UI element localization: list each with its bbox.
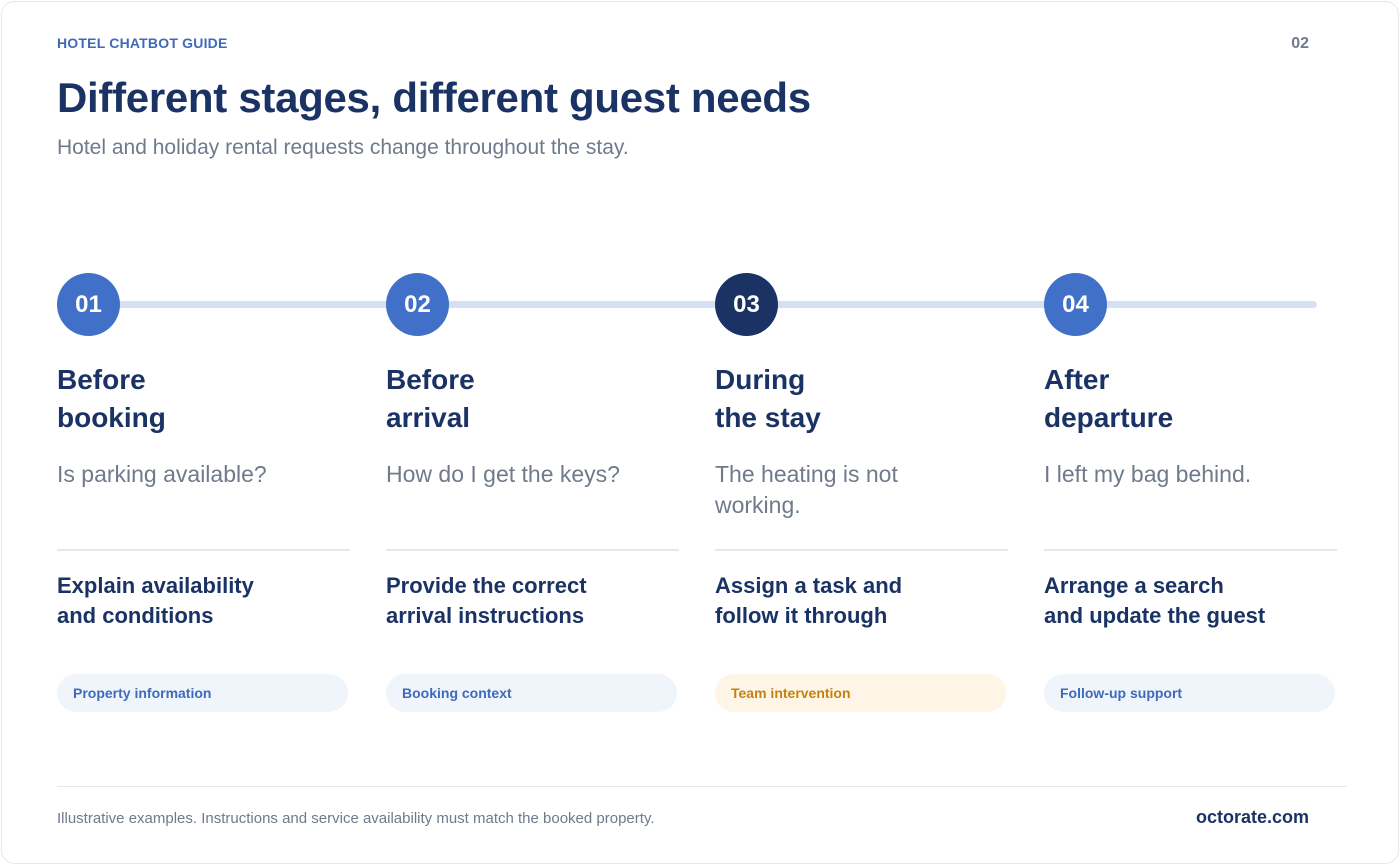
eyebrow-label: HOTEL CHATBOT GUIDE xyxy=(57,35,228,51)
page-title: Different stages, different guest needs xyxy=(57,74,811,121)
stage-after-departure: 04 After departure I left my bag behind.… xyxy=(1044,273,1344,712)
stage-tag: Booking context xyxy=(386,674,677,712)
stage-divider xyxy=(715,549,1008,551)
brand-link[interactable]: octorate.com xyxy=(1195,807,1309,827)
stage-tag: Follow-up support xyxy=(1044,674,1335,712)
footnote: Illustrative examples. Instructions and … xyxy=(57,810,655,827)
stage-before-arrival: 02 Before arrival How do I get the keys?… xyxy=(386,273,686,712)
stage-title: After departure xyxy=(1044,364,1174,433)
stage-divider xyxy=(386,549,679,551)
bot-action: Assign a task and follow it through xyxy=(715,573,903,628)
timeline-track xyxy=(102,301,1317,308)
bot-action: Provide the correct arrival instructions xyxy=(386,573,587,628)
stage-title: Before arrival xyxy=(386,364,475,433)
guest-question: How do I get the keys? xyxy=(386,461,620,487)
stage-tag: Team intervention xyxy=(715,674,1006,712)
guest-question: The heating is not working. xyxy=(715,461,898,518)
stage-divider xyxy=(1044,549,1337,551)
bot-action: Arrange a search and update the guest xyxy=(1044,573,1266,628)
stage-title: During the stay xyxy=(715,364,821,433)
guest-question: Is parking available? xyxy=(57,461,267,487)
stage-divider xyxy=(57,549,350,551)
stage-number-badge: 02 xyxy=(386,273,449,336)
stage-number-badge: 03 xyxy=(715,273,778,336)
stage-number-badge: 01 xyxy=(57,273,120,336)
stage-tag: Property information xyxy=(57,674,348,712)
stage-before-booking: 01 Before booking Is parking available? … xyxy=(57,273,357,712)
bot-action: Explain availability and conditions xyxy=(57,573,254,628)
page-subtitle: Hotel and holiday rental requests change… xyxy=(57,136,629,159)
stage-number-badge: 04 xyxy=(1044,273,1107,336)
page-number: 02 xyxy=(1291,35,1309,52)
stage-during-stay: 03 During the stay The heating is not wo… xyxy=(715,273,1015,712)
guest-question: I left my bag behind. xyxy=(1044,461,1252,487)
footer-divider xyxy=(57,786,1347,787)
stage-title: Before booking xyxy=(57,364,166,433)
